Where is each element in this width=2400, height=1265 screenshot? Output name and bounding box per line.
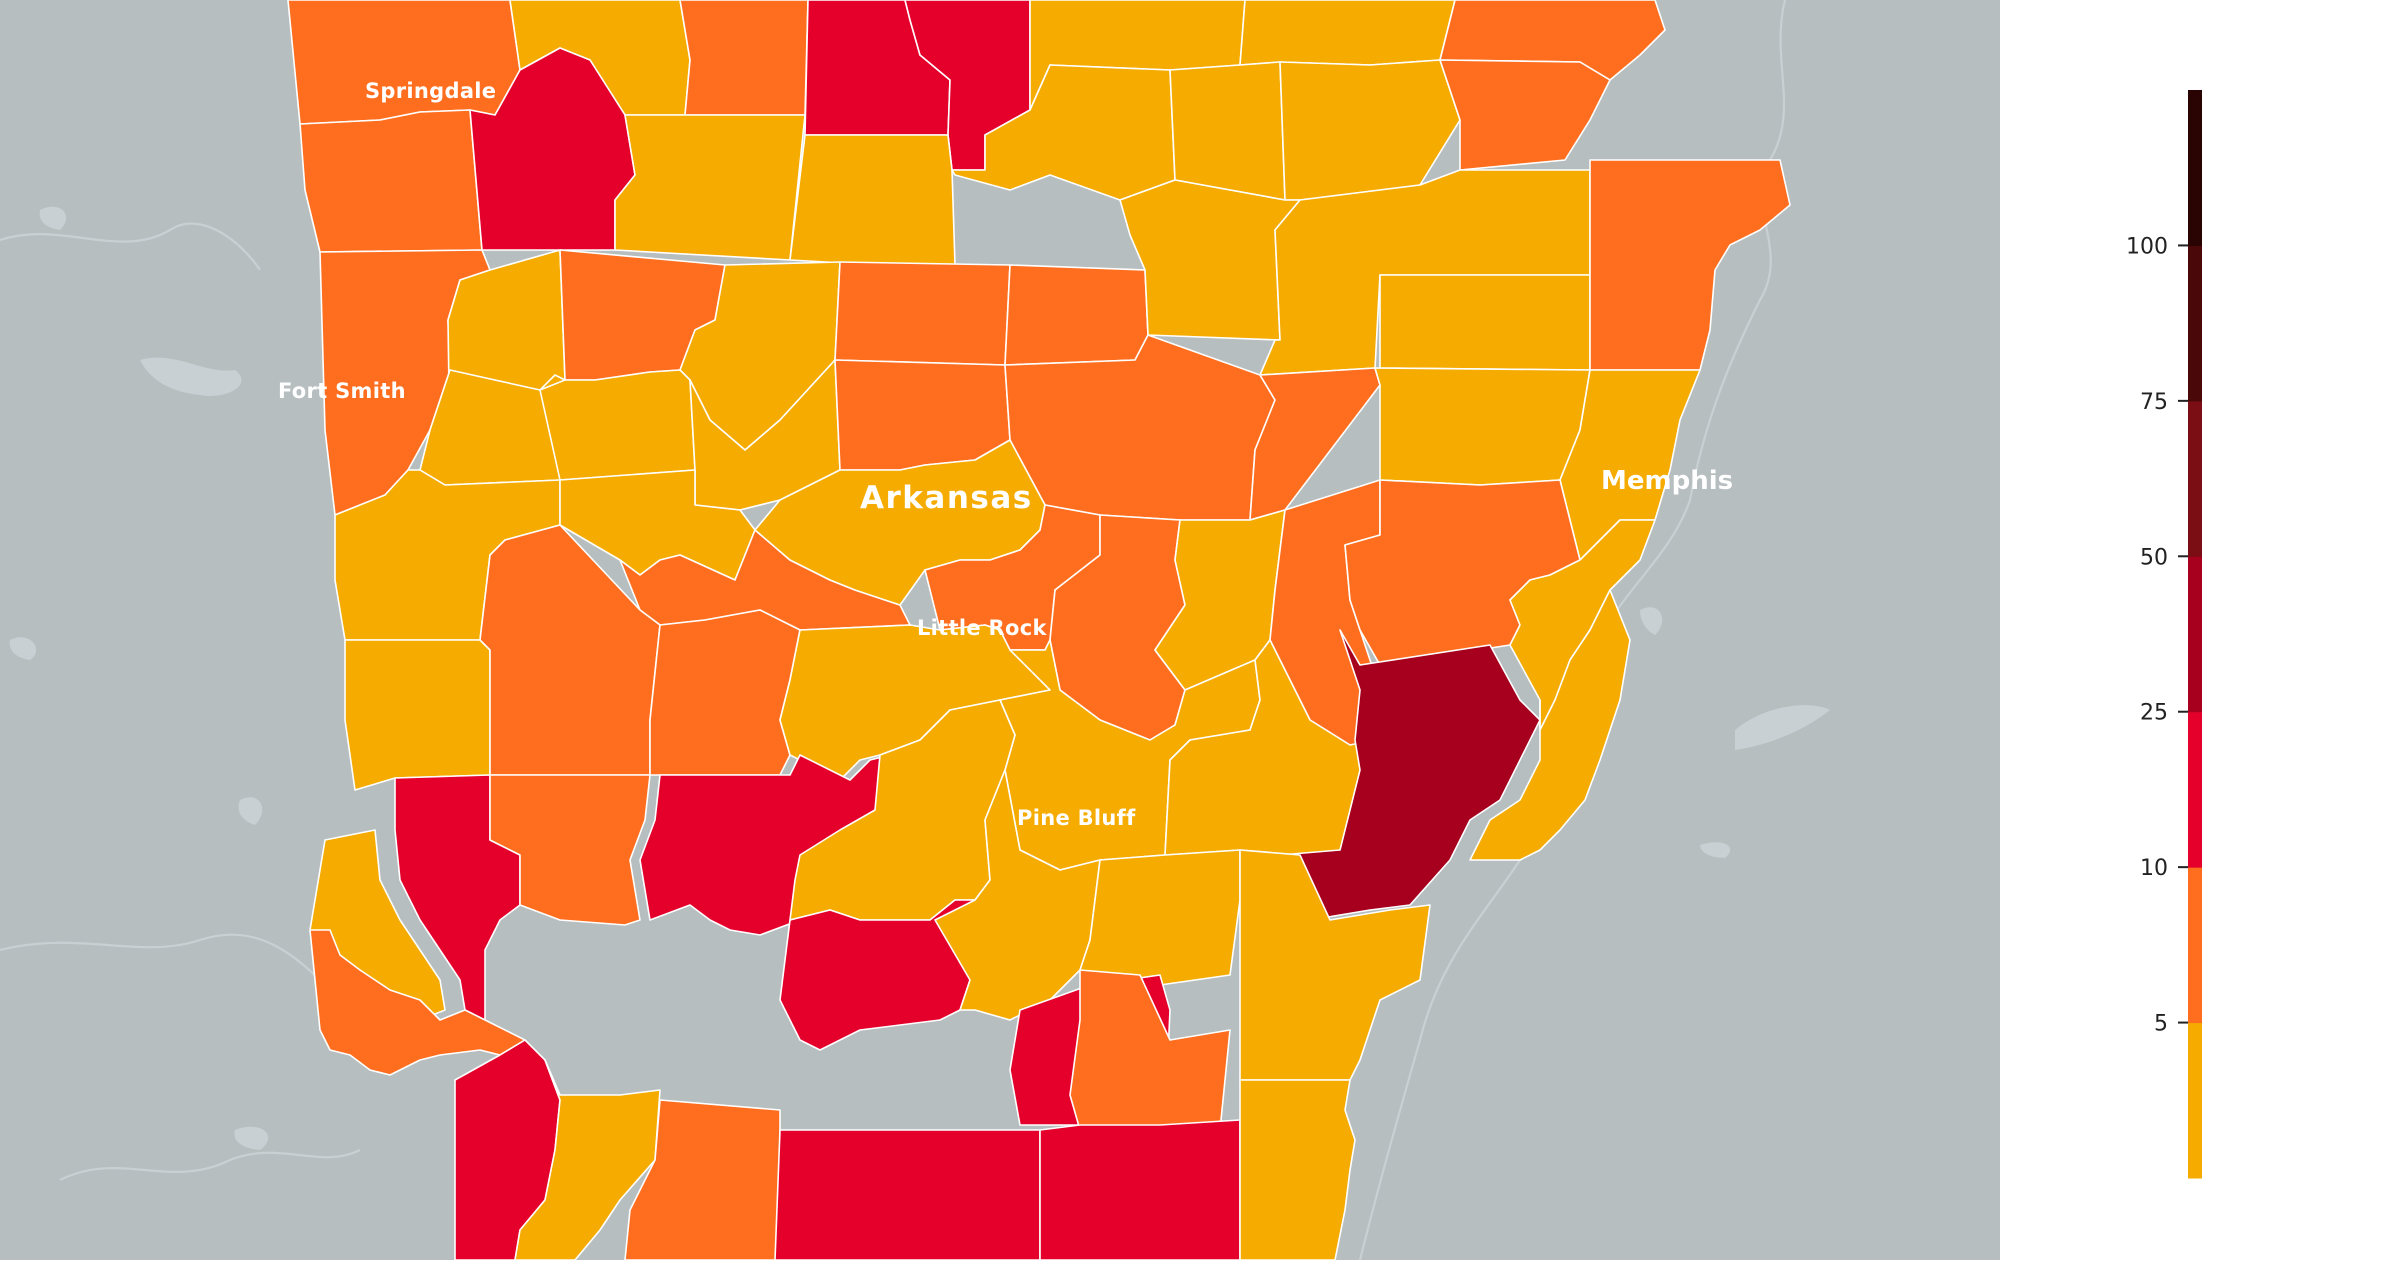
county-region[interactable] [774, 1129, 1041, 1260]
choropleth-map[interactable]: Springdale Fort Smith Arkansas Little Ro… [0, 0, 2000, 1260]
county-region[interactable] [1239, 0, 1456, 66]
county-region[interactable] [649, 609, 801, 776]
legend-bin [2188, 400, 2202, 557]
county-region[interactable] [489, 774, 651, 926]
legend-bin [2188, 1022, 2202, 1179]
legend-bin [2188, 711, 2202, 868]
city-label-memphis: Memphis [1601, 466, 1733, 496]
county-region[interactable] [1239, 1079, 1356, 1260]
county-region[interactable] [834, 261, 1011, 366]
city-label-pine-bluff: Pine Bluff [1017, 806, 1136, 830]
legend: 100 75 50 25 10 5 [2000, 0, 2400, 1260]
county-region[interactable] [1469, 589, 1631, 861]
county-region[interactable] [1379, 274, 1591, 371]
county-region[interactable] [614, 114, 806, 261]
county-region[interactable] [1589, 159, 1791, 371]
county-region[interactable] [789, 134, 956, 266]
legend-ticks: 100 75 50 25 10 5 [2126, 234, 2188, 1037]
county-region[interactable] [1259, 169, 1591, 376]
county-region[interactable] [1039, 1119, 1241, 1260]
state-label: Arkansas [860, 480, 1033, 516]
city-label-little-rock: Little Rock [917, 616, 1047, 640]
legend-color-bar [2188, 90, 2202, 1179]
county-region[interactable] [1079, 849, 1241, 1011]
legend-scale: 100 75 50 25 10 5 [2126, 90, 2202, 1179]
legend-tick-label: 25 [2140, 701, 2168, 726]
county-region[interactable] [679, 0, 809, 116]
city-label-fort-smith: Fort Smith [278, 379, 406, 403]
county-region[interactable] [1439, 59, 1611, 171]
legend-bin [2188, 556, 2202, 713]
county-region[interactable] [624, 1099, 781, 1260]
county-region[interactable] [834, 359, 1011, 471]
county-region[interactable] [1249, 367, 1381, 521]
county-region[interactable] [1374, 367, 1591, 486]
water-features [0, 0, 1830, 1260]
legend-bin [2188, 90, 2202, 246]
legend-tick-label: 10 [2140, 856, 2168, 881]
legend-bin [2188, 867, 2202, 1024]
legend-tick-label: 50 [2140, 545, 2168, 570]
county-region[interactable] [287, 0, 521, 125]
county-region[interactable] [514, 1059, 661, 1260]
map-panel[interactable]: Springdale Fort Smith Arkansas Little Ro… [0, 0, 2000, 1260]
county-region[interactable] [299, 109, 483, 253]
county-region[interactable] [539, 369, 696, 481]
county-region[interactable] [1279, 59, 1461, 201]
county-region[interactable] [1004, 334, 1276, 521]
county-region[interactable] [1169, 61, 1286, 201]
legend-tick-label: 100 [2126, 234, 2168, 259]
county-region[interactable] [344, 639, 491, 791]
county-shapes[interactable] [287, 0, 1791, 1260]
county-region[interactable] [1004, 264, 1149, 366]
county-region[interactable] [1279, 629, 1541, 921]
county-region[interactable] [1119, 179, 1301, 341]
county-region[interactable] [1069, 969, 1231, 1131]
city-label-springdale: Springdale [365, 79, 496, 103]
legend-tick-label: 5 [2154, 1012, 2168, 1037]
legend-bin [2188, 245, 2202, 402]
legend-tick-label: 75 [2140, 390, 2168, 415]
